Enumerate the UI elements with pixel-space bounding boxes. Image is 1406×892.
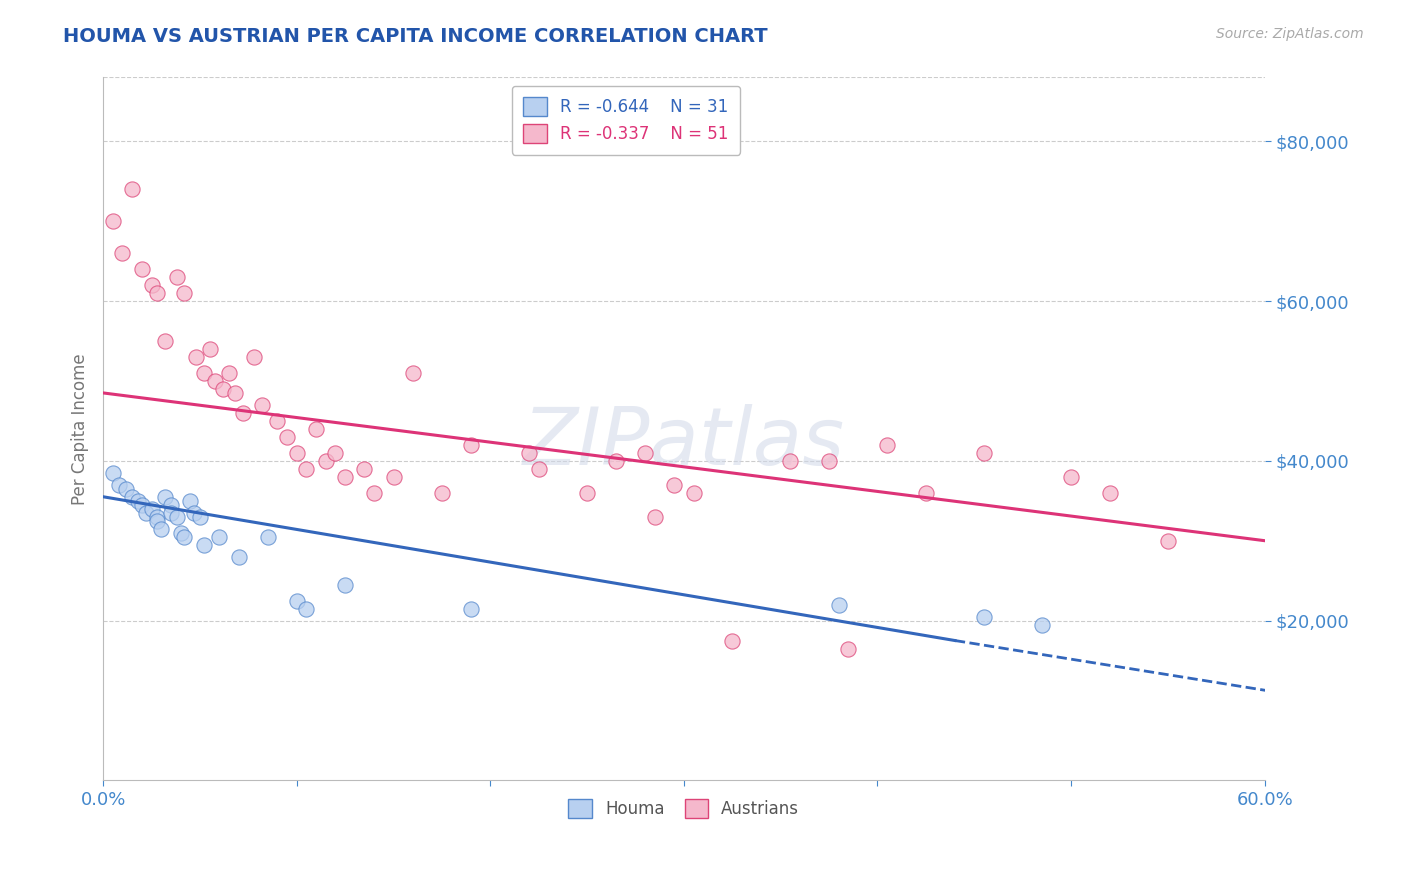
Point [682, 485, 704, 500]
Point [460, 601, 482, 615]
Point [131, 498, 153, 512]
Point [305, 422, 328, 436]
Legend: Houma, Austrians: Houma, Austrians [562, 793, 806, 825]
Point [276, 430, 298, 444]
Point [828, 598, 851, 612]
Point [115, 482, 138, 496]
Point [779, 454, 801, 468]
Point [146, 509, 169, 524]
Point [256, 530, 278, 544]
Point [111, 246, 134, 260]
Point [382, 470, 405, 484]
Text: Source: ZipAtlas.com: Source: ZipAtlas.com [1216, 27, 1364, 41]
Point [644, 509, 666, 524]
Point [101, 466, 124, 480]
Point [250, 398, 273, 412]
Point [325, 446, 347, 460]
Point [212, 382, 235, 396]
Point [166, 509, 188, 524]
Point [315, 454, 337, 468]
Point [150, 522, 173, 536]
Point [243, 350, 266, 364]
Point [266, 414, 288, 428]
Point [231, 406, 253, 420]
Point [166, 270, 188, 285]
Point [402, 366, 425, 380]
Point [576, 485, 599, 500]
Point [818, 454, 841, 468]
Point [1031, 617, 1053, 632]
Point [160, 506, 183, 520]
Point [141, 501, 163, 516]
Point [141, 278, 163, 293]
Point [527, 462, 550, 476]
Point [179, 493, 201, 508]
Point [169, 525, 191, 540]
Point [973, 446, 995, 460]
Point [184, 350, 207, 364]
Point [204, 374, 226, 388]
Point [634, 446, 657, 460]
Point [173, 286, 195, 301]
Point [173, 530, 195, 544]
Point [1060, 470, 1083, 484]
Point [208, 530, 231, 544]
Point [517, 446, 540, 460]
Point [183, 506, 205, 520]
Point [460, 438, 482, 452]
Y-axis label: Per Capita Income: Per Capita Income [72, 353, 89, 505]
Point [295, 462, 318, 476]
Point [198, 342, 221, 356]
Point [353, 462, 375, 476]
Point [285, 593, 308, 607]
Point [363, 485, 385, 500]
Point [664, 477, 686, 491]
Point [333, 470, 356, 484]
Point [153, 334, 176, 348]
Point [876, 438, 898, 452]
Point [135, 506, 157, 520]
Point [121, 490, 143, 504]
Point [1098, 485, 1121, 500]
Text: HOUMA VS AUSTRIAN PER CAPITA INCOME CORRELATION CHART: HOUMA VS AUSTRIAN PER CAPITA INCOME CORR… [63, 27, 768, 45]
Point [333, 577, 356, 591]
Point [101, 214, 124, 228]
Point [107, 477, 129, 491]
Point [188, 509, 211, 524]
Point [837, 641, 859, 656]
Point [160, 498, 183, 512]
Point [228, 549, 250, 564]
Point [721, 633, 744, 648]
Point [193, 538, 215, 552]
Point [121, 182, 143, 196]
Point [127, 493, 149, 508]
Point [973, 609, 995, 624]
Point [430, 485, 453, 500]
Point [146, 514, 169, 528]
Point [131, 262, 153, 277]
Point [295, 601, 318, 615]
Point [915, 485, 938, 500]
Point [224, 386, 246, 401]
Point [218, 366, 240, 380]
Point [146, 286, 169, 301]
Point [1157, 533, 1180, 548]
Point [285, 446, 308, 460]
Point [153, 490, 176, 504]
Text: ZIPatlas: ZIPatlas [523, 404, 845, 482]
Point [605, 454, 627, 468]
Point [193, 366, 215, 380]
